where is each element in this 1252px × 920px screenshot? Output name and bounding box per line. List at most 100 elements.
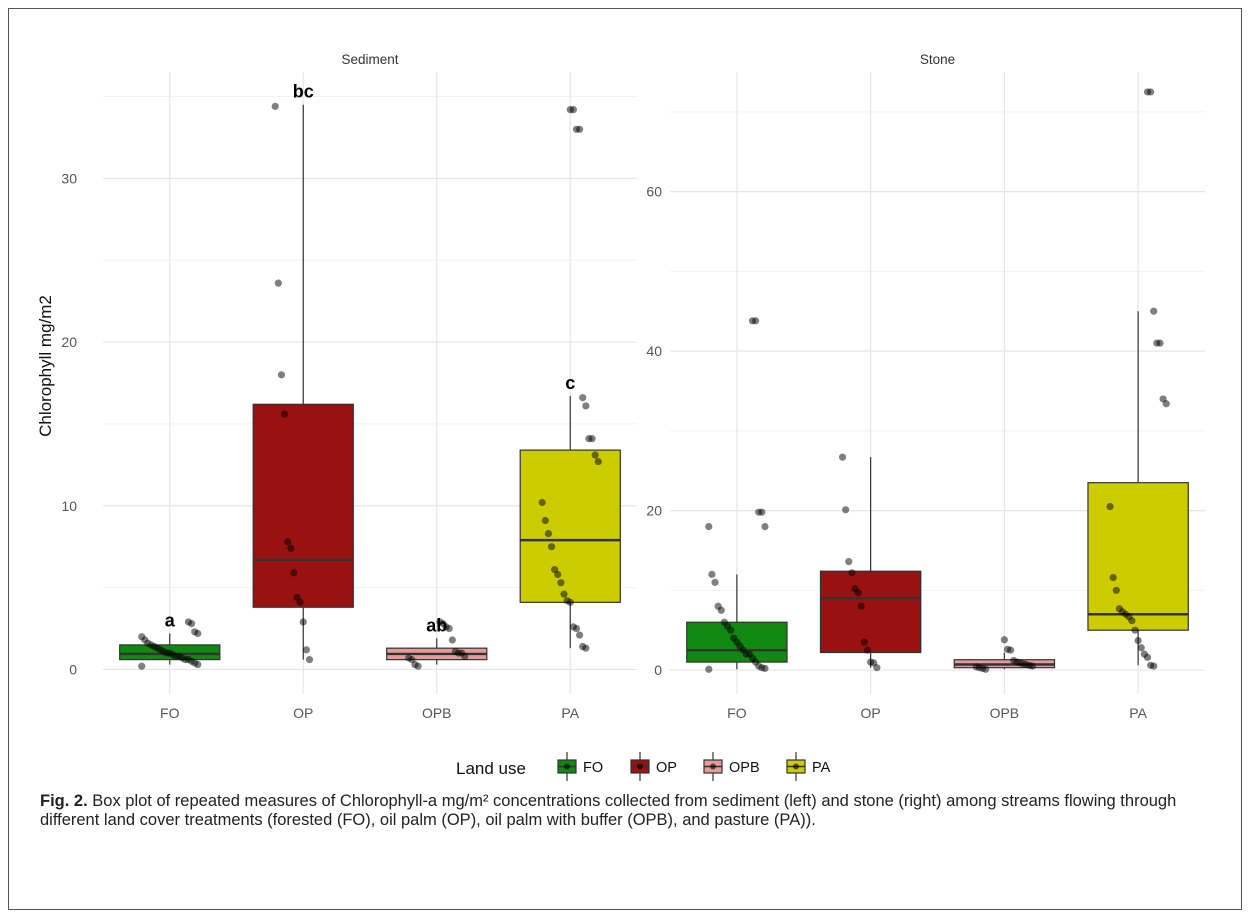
- legend-key-point: [793, 763, 799, 770]
- data-point: [972, 663, 980, 671]
- data-point: [1147, 661, 1155, 669]
- y-tick-label: 0: [69, 661, 77, 677]
- x-tick-label: OPB: [422, 705, 452, 721]
- box-op: [819, 453, 922, 672]
- data-point: [541, 516, 549, 525]
- box-pa: [1087, 88, 1189, 670]
- data-point: [557, 579, 565, 587]
- significance-letter: a: [165, 610, 176, 630]
- data-point: [1137, 644, 1145, 652]
- data-point: [585, 435, 593, 443]
- x-tick-label: OP: [293, 705, 313, 721]
- legend-title: Land use: [456, 759, 526, 778]
- data-point: [551, 566, 559, 574]
- significance-letter: c: [565, 373, 575, 393]
- legend-item-pa: PA: [786, 752, 831, 781]
- data-point: [867, 658, 875, 666]
- data-point: [572, 125, 581, 133]
- legend-label: OPB: [729, 760, 760, 776]
- data-point: [191, 628, 199, 636]
- data-point: [591, 451, 599, 459]
- data-point: [720, 618, 728, 626]
- data-point: [1000, 636, 1008, 644]
- data-point: [436, 618, 444, 626]
- data-point: [563, 597, 571, 605]
- data-point: [138, 633, 146, 641]
- data-point: [1109, 573, 1117, 582]
- data-point: [594, 457, 602, 466]
- data-point: [287, 544, 295, 552]
- data-point: [271, 102, 279, 110]
- y-tick-label: 0: [654, 662, 662, 678]
- box-opb: [953, 636, 1056, 673]
- y-axis-label: Chlorophyll mg/m2: [36, 295, 55, 437]
- data-point: [579, 394, 587, 402]
- data-point: [761, 522, 769, 531]
- data-point: [842, 506, 850, 514]
- data-point: [714, 602, 722, 610]
- data-point: [544, 529, 553, 538]
- box-fo: [686, 317, 788, 673]
- significance-letter: bc: [293, 82, 314, 102]
- data-point: [566, 106, 574, 114]
- data-point: [184, 618, 193, 626]
- data-point: [730, 634, 738, 642]
- data-point: [711, 578, 719, 586]
- figure-caption: Fig. 2. Box plot of repeated measures of…: [40, 792, 1210, 830]
- data-point: [755, 508, 763, 516]
- data-point: [860, 638, 868, 646]
- data-point: [582, 402, 590, 410]
- data-point: [448, 636, 456, 644]
- box-opb: ab: [386, 615, 488, 670]
- data-point: [848, 569, 856, 577]
- data-point: [863, 646, 872, 654]
- data-point: [1106, 503, 1114, 511]
- box-body: [1087, 482, 1189, 631]
- x-tick-label: OPB: [990, 705, 1020, 721]
- y-tick-label: 40: [646, 343, 662, 359]
- panel-title: Stone: [920, 52, 955, 67]
- y-tick-label: 10: [61, 498, 77, 514]
- legend-item-fo: FO: [557, 752, 603, 781]
- data-point: [1010, 656, 1018, 665]
- data-point: [538, 498, 546, 507]
- data-point: [1003, 645, 1012, 653]
- x-tick-label: PA: [1129, 705, 1147, 721]
- box-pa: c: [519, 106, 621, 652]
- data-point: [838, 453, 847, 461]
- data-point: [857, 602, 865, 610]
- data-point: [274, 279, 282, 287]
- data-point: [1131, 626, 1139, 634]
- box-body: [519, 449, 621, 603]
- data-point: [1115, 605, 1123, 613]
- box-body: [252, 403, 354, 608]
- data-point: [280, 410, 289, 418]
- data-point: [845, 558, 853, 566]
- data-point: [299, 618, 307, 626]
- data-point: [1140, 650, 1148, 658]
- data-point: [451, 647, 460, 656]
- box-body: [819, 570, 922, 654]
- data-point: [560, 590, 568, 598]
- legend-label: FO: [583, 760, 603, 776]
- data-point: [705, 522, 713, 531]
- significance-letter: ab: [426, 615, 447, 635]
- x-tick-label: OP: [861, 705, 881, 721]
- data-point: [284, 538, 292, 546]
- data-point: [705, 665, 713, 673]
- data-point: [302, 646, 310, 654]
- y-tick-label: 30: [61, 170, 77, 186]
- data-point: [290, 569, 298, 577]
- data-point: [748, 317, 757, 325]
- legend-label: PA: [812, 760, 831, 776]
- data-point: [1159, 395, 1167, 403]
- data-point: [1153, 339, 1161, 347]
- panel-stone: 0 20 40 60 Stone FO OP OPB PA: [646, 52, 1205, 721]
- figure-frame: [8, 8, 1242, 910]
- y-tick-label: 60: [646, 184, 662, 200]
- data-point: [579, 642, 587, 651]
- data-point: [575, 631, 584, 639]
- x-tick-label: FO: [727, 705, 747, 721]
